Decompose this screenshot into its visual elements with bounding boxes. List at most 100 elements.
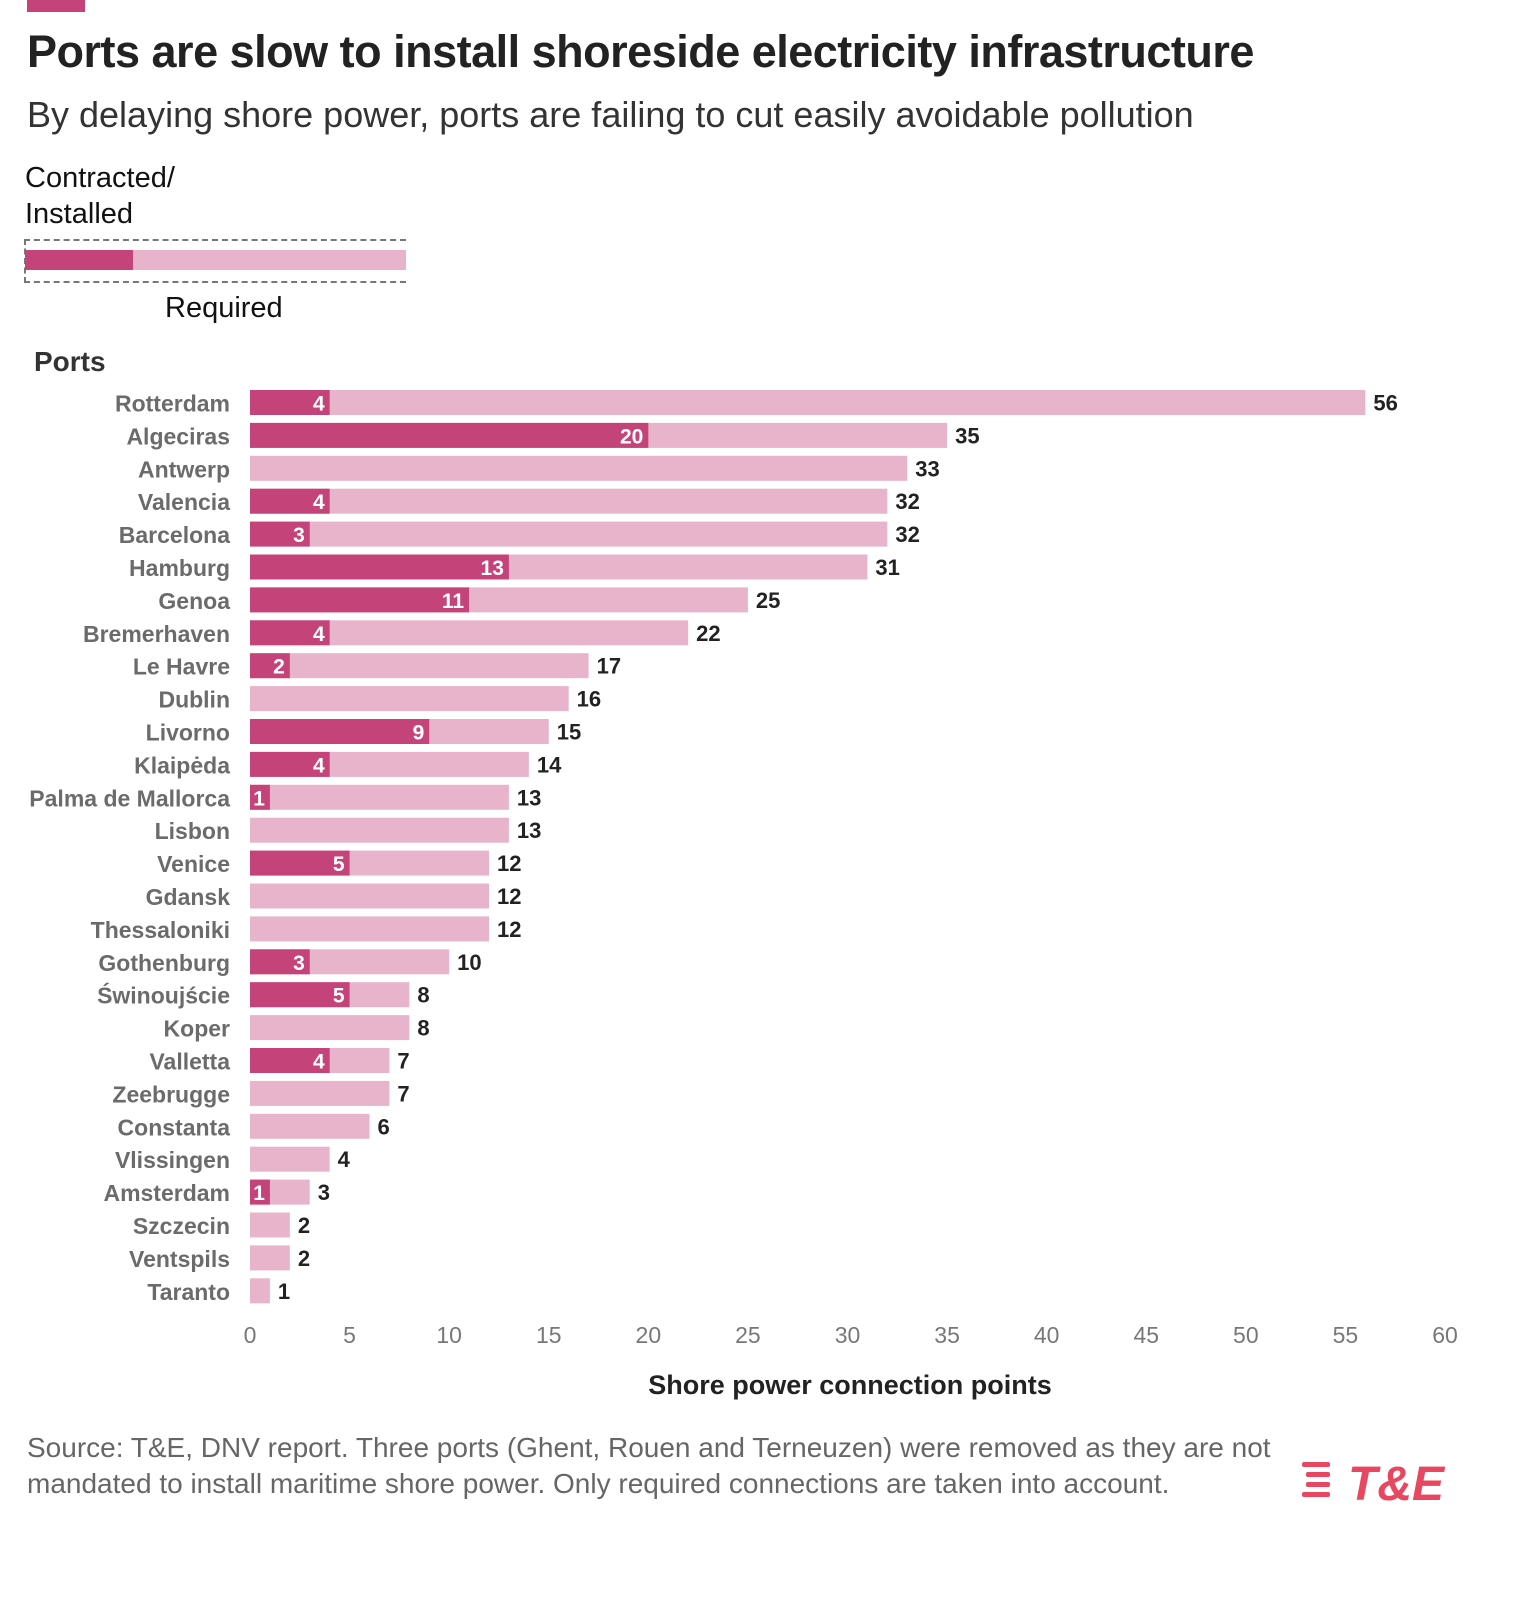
bar-installed — [250, 784, 270, 810]
category-label: Venice — [157, 851, 230, 877]
data-label-required: 22 — [696, 621, 720, 646]
category-label: Gdansk — [146, 884, 231, 910]
data-label-installed: 20 — [620, 425, 643, 448]
data-label-required: 16 — [577, 687, 601, 712]
bar-installed — [250, 1048, 330, 1073]
category-label: Amsterdam — [103, 1180, 230, 1206]
bar-required — [250, 883, 489, 909]
bar-installed — [250, 850, 350, 876]
bar-installed — [250, 719, 430, 744]
x-tick-label: 15 — [536, 1322, 562, 1348]
y-axis-title: Ports — [34, 346, 106, 377]
data-label-installed: 3 — [293, 952, 305, 975]
category-label: Zeebrugge — [112, 1081, 230, 1107]
bar-installed — [250, 587, 470, 613]
bar-required — [250, 455, 908, 481]
accent-bar — [27, 0, 85, 12]
data-label-installed: 1 — [253, 1182, 265, 1205]
x-tick-label: 45 — [1133, 1322, 1159, 1348]
bar-installed — [250, 554, 509, 580]
category-label: Constanta — [118, 1114, 231, 1140]
bar-required — [250, 1278, 270, 1304]
category-label: Koper — [164, 1016, 231, 1042]
data-label-required: 25 — [756, 588, 780, 613]
data-label-required: 2 — [298, 1213, 310, 1238]
category-label: Dublin — [158, 687, 230, 713]
data-label-installed: 4 — [313, 754, 325, 777]
bar-installed — [250, 620, 330, 646]
data-label-required: 56 — [1373, 391, 1397, 416]
x-tick-label: 50 — [1233, 1322, 1259, 1348]
data-label-installed: 3 — [293, 524, 305, 547]
category-label: Valencia — [138, 489, 230, 515]
data-label-required: 31 — [875, 555, 899, 580]
bar-required — [250, 784, 509, 810]
data-label-required: 4 — [338, 1147, 351, 1172]
bar-required — [250, 916, 489, 942]
data-label-required: 6 — [378, 1114, 390, 1139]
data-label-required: 32 — [895, 489, 919, 514]
category-label: Palma de Mallorca — [29, 785, 230, 811]
bar-required — [250, 488, 888, 514]
bar-installed — [250, 949, 310, 975]
category-label: Bremerhaven — [83, 621, 230, 647]
data-label-installed: 4 — [313, 491, 325, 514]
category-label: Algeciras — [126, 423, 230, 449]
x-tick-label: 35 — [934, 1322, 960, 1348]
x-tick-label: 40 — [1034, 1322, 1060, 1348]
data-label-required: 3 — [318, 1180, 330, 1205]
bar-required — [250, 1015, 410, 1041]
category-label: Ventspils — [129, 1246, 230, 1272]
data-label-required: 17 — [597, 654, 621, 679]
category-label: Taranto — [147, 1279, 230, 1305]
data-label-required: 7 — [397, 1081, 409, 1106]
data-label-installed: 9 — [413, 722, 425, 745]
x-tick-label: 60 — [1432, 1322, 1458, 1348]
data-label-installed: 2 — [273, 656, 285, 679]
bar-installed — [250, 521, 310, 547]
data-label-required: 32 — [895, 522, 919, 547]
bar-required — [250, 1146, 330, 1172]
category-label: Livorno — [146, 720, 230, 746]
x-tick-label: 55 — [1333, 1322, 1359, 1348]
category-label: Thessaloniki — [91, 917, 230, 943]
bar-required — [250, 1245, 290, 1271]
bar-required — [250, 817, 509, 843]
category-label: Klaipėda — [134, 752, 230, 778]
x-axis-title: Shore power connection points — [648, 1370, 1052, 1400]
data-label-required: 12 — [497, 917, 521, 942]
data-label-installed: 11 — [442, 590, 465, 613]
chart-title: Ports are slow to install shoreside elec… — [27, 26, 1254, 77]
data-label-required: 1 — [278, 1279, 290, 1304]
data-label-required: 14 — [537, 752, 562, 777]
data-label-installed: 5 — [333, 985, 345, 1008]
category-label: Valletta — [149, 1049, 230, 1075]
category-label: Hamburg — [129, 555, 230, 581]
bar-installed — [250, 488, 330, 514]
legend-installed-label: Contracted/ Installed — [25, 160, 175, 232]
bar-installed — [250, 422, 649, 448]
x-tick-label: 20 — [636, 1322, 662, 1348]
data-label-required: 13 — [517, 818, 541, 843]
x-tick-label: 25 — [735, 1322, 761, 1348]
bar-required — [250, 653, 589, 679]
bar-installed — [250, 653, 290, 679]
bar-installed — [250, 982, 350, 1008]
bar-installed — [250, 751, 330, 777]
data-label-required: 2 — [298, 1246, 310, 1271]
bar-required — [250, 390, 1366, 415]
data-label-installed: 13 — [481, 557, 504, 580]
category-label: Barcelona — [119, 522, 230, 548]
category-label: Antwerp — [138, 456, 230, 482]
legend-installed-swatch — [25, 250, 133, 270]
te-logo: T&E — [1302, 1458, 1446, 1511]
x-tick-label: 30 — [835, 1322, 861, 1348]
bar-installed — [250, 1179, 270, 1205]
bar-installed — [250, 390, 330, 415]
data-label-required: 15 — [557, 720, 581, 745]
bar-required — [250, 686, 569, 712]
data-label-installed: 1 — [253, 787, 265, 810]
category-label: Vlissingen — [115, 1147, 230, 1173]
data-label-installed: 4 — [313, 393, 325, 416]
